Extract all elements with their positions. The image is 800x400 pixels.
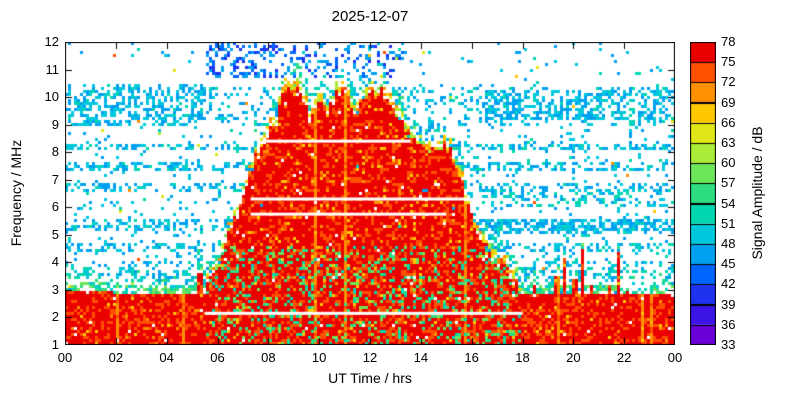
x-tick-label: 08 — [261, 350, 276, 365]
x-tick-label: 22 — [616, 350, 632, 365]
y-tick-label: 10 — [44, 89, 59, 105]
y-tick-label: 7 — [51, 171, 59, 187]
colorbar-tick-label: 39 — [721, 296, 736, 312]
x-tick-label: 12 — [362, 350, 378, 365]
x-tick-label: 20 — [566, 350, 581, 365]
x-tick-label: 14 — [413, 350, 429, 365]
colorbar-tick-label: 78 — [721, 34, 736, 49]
x-axis-label: UT Time / hrs — [328, 370, 412, 386]
x-tick-label: 04 — [159, 350, 174, 365]
x-tick-label: 02 — [108, 350, 124, 365]
colorbar-tick-label: 54 — [721, 195, 736, 211]
y-tick-label: 12 — [44, 34, 59, 49]
y-tick-label: 4 — [51, 254, 59, 270]
spectrogram-canvas — [65, 42, 675, 345]
colorbar-tick-label: 45 — [721, 256, 736, 272]
y-tick-label: 5 — [51, 226, 59, 242]
x-tick-label: 16 — [464, 350, 479, 365]
x-tick-label: 10 — [311, 350, 327, 365]
x-tick-label: 00 — [667, 350, 683, 365]
colorbar-tick-label: 72 — [721, 74, 736, 90]
colorbar-tick-label: 48 — [721, 236, 736, 251]
colorbar-tick-label: 36 — [721, 316, 736, 332]
colorbar-tick-label: 75 — [721, 54, 736, 70]
x-tick-label: 00 — [57, 350, 73, 365]
x-tick-label: 06 — [210, 350, 225, 365]
x-tick-label: 18 — [515, 350, 530, 365]
colorbar-tick-label: 69 — [721, 94, 736, 110]
y-tick-label: 3 — [51, 281, 59, 297]
colorbar-tick-label: 51 — [721, 215, 736, 231]
chart-title: 2025-12-07 — [331, 8, 409, 25]
colorbar-canvas — [690, 42, 716, 345]
y-tick-label: 6 — [51, 199, 59, 215]
colorbar-tick-label: 42 — [721, 276, 736, 292]
y-axis-label: Frequency / MHz — [8, 139, 24, 247]
colorbar-tick-label: 57 — [721, 175, 736, 191]
colorbar-tick-label: 66 — [721, 114, 736, 130]
y-tick-label: 1 — [51, 337, 59, 352]
colorbar-tick-label: 63 — [721, 135, 736, 150]
y-tick-label: 9 — [51, 116, 59, 132]
y-tick-label: 2 — [51, 309, 59, 325]
colorbar-tick-label: 60 — [721, 155, 736, 171]
y-tick-label: 8 — [51, 144, 59, 160]
y-tick-label: 11 — [45, 61, 60, 77]
colorbar-label: Signal Amplitude / dB — [749, 126, 765, 260]
colorbar-tick-label: 33 — [721, 337, 736, 352]
